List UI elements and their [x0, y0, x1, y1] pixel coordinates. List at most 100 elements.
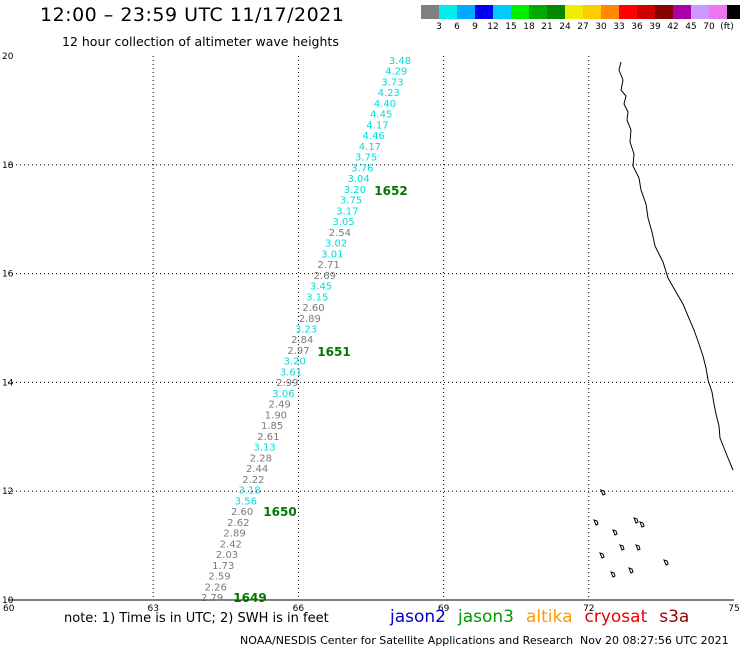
- wave-height-value: 2.44: [246, 464, 268, 475]
- legend-label: (ft): [720, 22, 734, 32]
- wave-height-value: 2.71: [317, 260, 339, 271]
- island: [593, 519, 599, 526]
- x-tick-label: 69: [438, 604, 450, 614]
- legend-swatch: [511, 5, 529, 19]
- legend-label: 6: [454, 22, 460, 32]
- wave-height-value: 1.73: [212, 561, 234, 572]
- island: [600, 489, 606, 496]
- wave-height-value: 3.61: [280, 367, 302, 378]
- wave-height-value: 3.48: [389, 56, 411, 67]
- y-tick-label: 12: [2, 487, 13, 497]
- map-grid: [8, 56, 734, 601]
- wave-height-value: 2.84: [291, 335, 313, 346]
- island: [635, 544, 641, 551]
- wave-height-value: 3.23: [295, 325, 317, 336]
- y-tick-label: 10: [2, 596, 14, 606]
- coastline-path: [618, 61, 734, 471]
- satellite-name: jason2: [390, 607, 446, 627]
- island: [639, 521, 645, 528]
- island: [599, 552, 605, 559]
- page-title: 12:00 – 23:59 UTC 11/17/2021: [40, 4, 345, 26]
- satellite-name: altika: [526, 607, 573, 627]
- wave-height-value: 3.06: [272, 389, 294, 400]
- legend-swatch: [529, 5, 547, 19]
- wave-height-value: 2.54: [329, 228, 351, 239]
- wave-height-value: 4.17: [359, 142, 381, 153]
- wave-height-value: 3.20: [344, 185, 366, 196]
- wave-height-value: 3.56: [235, 496, 257, 507]
- wave-height-value: 2.61: [257, 432, 279, 443]
- wave-height-value: 4.45: [370, 110, 392, 121]
- satellite-name: cryosat: [584, 607, 648, 627]
- time-labels: 1652 1651 1650 1649: [233, 184, 407, 605]
- wave-height-value: 3.76: [351, 163, 373, 174]
- legend-swatch: [619, 5, 637, 19]
- wave-height-value: 2.03: [216, 550, 238, 561]
- island: [619, 544, 625, 551]
- legend-label: 70: [703, 22, 715, 32]
- wave-height-value: 3.75: [340, 196, 362, 207]
- satellite-legend: jason2 jason3 altika cryosat s3a: [390, 607, 701, 627]
- island: [663, 559, 669, 566]
- x-tick-label: 75: [728, 604, 739, 614]
- footer-credit: NOAA/NESDIS Center for Satellite Applica…: [240, 634, 574, 647]
- wave-height-value: 1.85: [261, 421, 283, 432]
- page-subtitle: 12 hour collection of altimeter wave hei…: [62, 34, 339, 49]
- wave-height-value: 3.20: [284, 357, 306, 368]
- legend-swatch: [565, 5, 583, 19]
- island: [610, 571, 616, 578]
- legend-swatch: [457, 5, 475, 19]
- footer-timestamp: Nov 20 08:27:56 UTC 2021: [580, 634, 729, 647]
- wave-height-value: 2.89: [299, 314, 321, 325]
- legend-label: 42: [667, 22, 679, 32]
- wave-height-value: 3.18: [238, 486, 260, 497]
- satellite-name: jason3: [458, 607, 514, 627]
- pass-time-label: 1652: [374, 184, 407, 198]
- legend-label: 3: [436, 22, 442, 32]
- legend-swatch: [439, 5, 457, 19]
- legend-swatch: [637, 5, 655, 19]
- legend-swatch: [709, 5, 727, 19]
- island: [633, 517, 639, 524]
- legend-label: 21: [541, 22, 553, 32]
- x-tick-label: 60: [3, 604, 15, 614]
- island: [612, 529, 618, 536]
- wave-height-value: 4.17: [366, 120, 388, 131]
- legend-label: 36: [631, 22, 643, 32]
- wave-height-value: 2.89: [223, 529, 245, 540]
- wave-height-value: 1.90: [265, 410, 287, 421]
- wave-height-value: 3.45: [310, 282, 332, 293]
- wave-height-value: 2.28: [250, 453, 272, 464]
- legend-swatch: [601, 5, 619, 19]
- legend-label: 9: [472, 22, 478, 32]
- wave-height-value: 3.17: [336, 206, 358, 217]
- legend-label: 39: [649, 22, 661, 32]
- legend-label: 33: [613, 22, 625, 32]
- wave-height-value: 2.22: [242, 475, 264, 486]
- wave-height-value: 3.15: [306, 292, 328, 303]
- legend-swatch: [421, 5, 439, 19]
- wave-height-value: 2.60: [302, 303, 324, 314]
- legend-swatch: [673, 5, 691, 19]
- wave-height-value: 3.13: [254, 443, 276, 454]
- wave-height-value: 3.05: [332, 217, 354, 228]
- island: [628, 567, 634, 574]
- y-tick-label: 20: [2, 52, 14, 62]
- legend-label: 12: [487, 22, 499, 32]
- y-tick-label: 18: [2, 161, 14, 171]
- wave-height-value: 2.62: [227, 518, 249, 529]
- legend-swatch: [547, 5, 565, 19]
- wave-height-value: 4.40: [374, 99, 396, 110]
- legend-swatch: [727, 5, 740, 19]
- wave-height-value: 2.49: [269, 400, 291, 411]
- wave-height-value: 2.59: [208, 572, 230, 583]
- wave-height-value: 2.99: [276, 378, 298, 389]
- legend-swatch: [655, 5, 673, 19]
- pass-time-label: 1649: [233, 591, 266, 605]
- legend-label: 15: [505, 22, 517, 32]
- wave-height-value: 3.04: [348, 174, 370, 185]
- legend-label: 30: [595, 22, 607, 32]
- wave-height-value: 2.60: [231, 507, 253, 518]
- legend-label: 27: [577, 22, 589, 32]
